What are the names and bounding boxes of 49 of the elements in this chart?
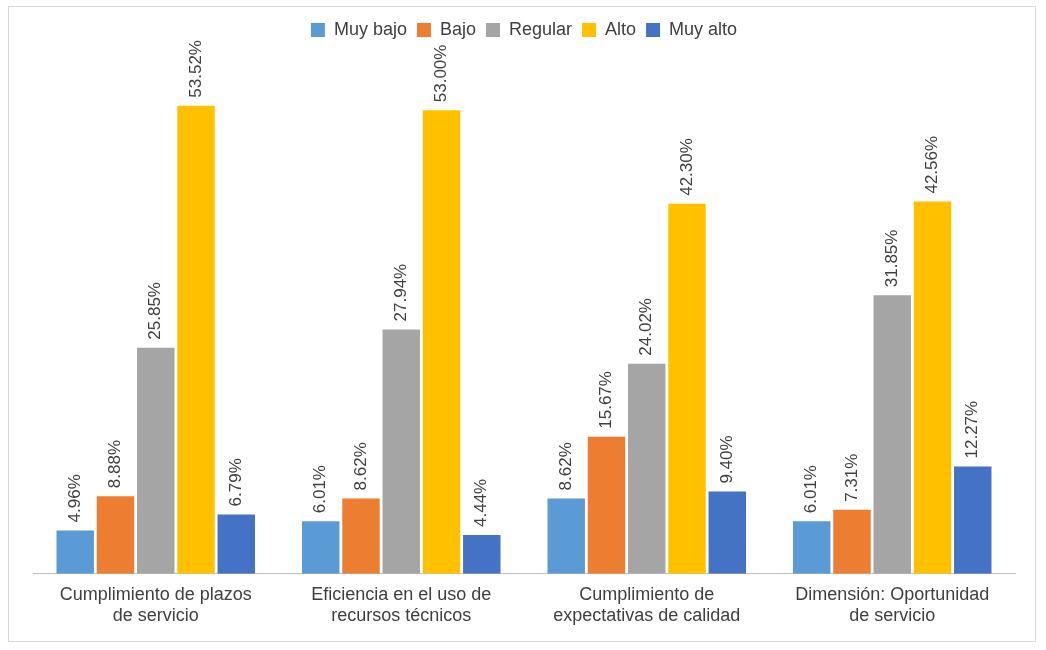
bar: [96, 496, 135, 574]
bar: [56, 530, 94, 574]
data-label: 15.67%: [596, 371, 616, 429]
data-label: 7.31%: [841, 453, 861, 502]
bar: [793, 521, 831, 574]
data-label: 12.27%: [962, 400, 982, 459]
data-label: 42.30%: [676, 138, 696, 196]
data-label: 6.79%: [225, 458, 245, 507]
bar: [587, 436, 626, 574]
data-label: 8.62%: [350, 442, 370, 491]
bar: [668, 203, 706, 574]
data-label: 53.52%: [185, 40, 205, 98]
bar: [547, 498, 585, 574]
bar: [463, 534, 501, 574]
data-label: 27.94%: [390, 263, 410, 322]
data-label: 8.88%: [105, 439, 125, 489]
x-tick-label: Cumplimiento de expectativas de calidad: [553, 583, 741, 626]
bar: [913, 201, 952, 574]
bar: [217, 514, 255, 574]
x-tick-label: Dimensión: Oportunidad de servicio: [795, 583, 990, 626]
bar: [628, 363, 666, 574]
x-tick-label: Eficiencia en el uso de recursos técnicos: [311, 583, 492, 626]
data-label: 31.85%: [881, 229, 901, 288]
data-label: 24.02%: [636, 298, 656, 356]
bar: [382, 329, 420, 574]
bar: [873, 295, 911, 574]
legend-label: Muy alto: [669, 18, 738, 39]
data-label: 42.56%: [922, 135, 942, 194]
data-label: 6.01%: [801, 465, 821, 514]
bar: [954, 466, 992, 574]
bar: [137, 347, 175, 574]
data-label: 4.44%: [471, 478, 491, 527]
data-label: 6.01%: [310, 465, 330, 514]
data-label: 4.96%: [64, 474, 84, 523]
bar: [302, 521, 340, 574]
data-label: 25.85%: [145, 282, 165, 340]
legend-label: Regular: [508, 18, 573, 39]
bar: [177, 105, 215, 574]
bar: [833, 509, 871, 574]
bar: [422, 110, 461, 574]
bar: [342, 498, 380, 574]
x-tick-label: Cumplimiento de plazos de servicio: [59, 583, 252, 626]
legend-label: Muy bajo: [333, 18, 407, 39]
legend-label: Alto: [605, 18, 637, 39]
data-label: 8.62%: [555, 442, 575, 491]
data-label: 53.00%: [431, 44, 451, 103]
legend-label: Bajo: [439, 18, 476, 39]
bar: [708, 491, 746, 574]
data-label: 9.40%: [716, 435, 736, 484]
